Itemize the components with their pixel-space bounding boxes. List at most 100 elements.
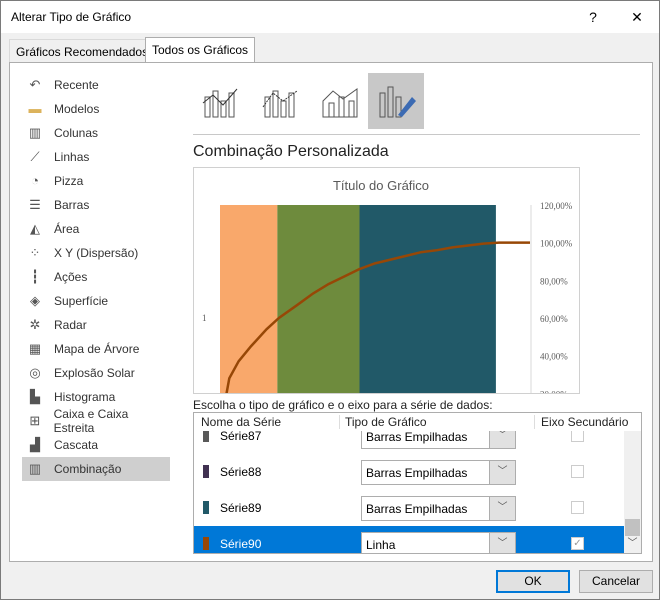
clustered-column-line-button[interactable] <box>193 73 249 129</box>
chevron-down-icon[interactable]: ﹀ <box>489 533 515 553</box>
chart-type-value: Barras Empilhadas <box>366 430 468 444</box>
sidebar-item[interactable]: ⁘ X Y (Dispersão) <box>22 241 170 265</box>
sidebar-item[interactable]: ▟ Cascata <box>22 433 170 457</box>
tab-all-charts[interactable]: Todos os Gráficos <box>145 37 256 63</box>
secondary-axis-checkbox[interactable] <box>571 501 584 514</box>
series-grid: Nome da Série Tipo de Gráfico Eixo Secun… <box>193 412 642 554</box>
y-right-tick: 20,00% <box>540 389 568 393</box>
combo-column-line-secondary-icon <box>262 90 298 118</box>
sidebar-item[interactable]: ◈ Superfície <box>22 289 170 313</box>
series-row[interactable]: Série88 Barras Empilhadas ﹀ <box>194 454 625 490</box>
series-row[interactable]: Série89 Barras Empilhadas ﹀ <box>194 490 625 526</box>
chart-type-value: Barras Empilhadas <box>366 466 468 480</box>
area-column-button[interactable] <box>313 73 369 129</box>
title-bar: Alterar Tipo de Gráfico ? ✕ <box>1 1 659 33</box>
sidebar-item[interactable]: ✲ Radar <box>22 313 170 337</box>
series-prompt: Escolha o tipo de gráfico e o eixo para … <box>193 398 493 412</box>
sidebar-item-label: Radar <box>54 318 87 332</box>
chevron-down-icon[interactable]: ﹀ <box>489 461 515 484</box>
sidebar-item[interactable]: ⊞ Caixa e Caixa Estreita <box>22 407 170 435</box>
sidebar-item[interactable]: ┇ Ações <box>22 265 170 289</box>
series-row[interactable]: Série90 Linha ﹀ ✓ <box>194 526 625 553</box>
series-name: Série88 <box>220 465 262 479</box>
chart-type-dropdown[interactable]: Linha ﹀ <box>361 532 516 553</box>
series-color-swatch <box>203 501 209 514</box>
chart-type-value: Barras Empilhadas <box>366 502 468 516</box>
stock-chart-icon: ┇ <box>31 269 39 284</box>
scatter-chart-icon: ⁘ <box>29 245 41 260</box>
dialog-title: Alterar Tipo de Gráfico <box>11 10 132 24</box>
sidebar-item-label: Histograma <box>54 390 116 404</box>
series-color-swatch <box>203 537 209 550</box>
bar-chart-icon: ☰ <box>29 197 41 212</box>
chart-preview: Título do Gráfico0,00%20,00%40,00%60,00%… <box>193 167 580 447</box>
sidebar-item[interactable]: ▬ Modelos <box>22 97 170 121</box>
scroll-down-icon[interactable]: ﹀ <box>627 538 638 549</box>
ok-button[interactable]: OK <box>496 570 570 593</box>
series-name: Série87 <box>220 429 262 443</box>
bar-segment <box>220 205 278 431</box>
sidebar-item-label: Superfície <box>54 294 109 308</box>
chart-category-list: ↶ Recente ▬ Modelos ▥ Colunas ⟋ Linhas ◔ Pizza ☰ Ba… <box>22 73 170 481</box>
series-color-swatch <box>203 429 209 442</box>
series-name: Série90 <box>220 537 262 551</box>
box-whisker-icon: ⊞ <box>29 413 41 428</box>
chart-type-dropdown[interactable]: Barras Empilhadas ﹀ <box>361 460 516 485</box>
sidebar-item[interactable]: ◭ Área <box>22 217 170 241</box>
pie-chart-icon: ◔ <box>31 173 39 188</box>
grid-header: Nome da Série Tipo de Gráfico Eixo Secun… <box>194 413 641 431</box>
waterfall-icon: ▟ <box>30 437 40 452</box>
sidebar-item-label: Cascata <box>54 438 99 452</box>
y-right-tick: 80,00% <box>540 276 568 286</box>
cancel-button[interactable]: Cancelar <box>579 570 653 593</box>
line-chart-icon: ⟋ <box>30 149 40 164</box>
sidebar-item[interactable]: ▙ Histograma <box>22 385 170 409</box>
chart-type-dropdown[interactable]: Barras Empilhadas ﹀ <box>361 496 516 521</box>
sidebar-item[interactable]: ▦ Mapa de Árvore <box>22 337 170 361</box>
y-right-tick: 120,00% <box>540 201 573 211</box>
sidebar-item[interactable]: ▥ Combinação <box>22 457 170 481</box>
sidebar-item[interactable]: ☰ Barras <box>22 193 170 217</box>
sidebar-item[interactable]: ↶ Recente <box>22 73 170 97</box>
chart-type-value: Linha <box>366 538 396 552</box>
folder-icon: ▬ <box>28 101 42 116</box>
custom-combo-pencil-icon <box>379 86 416 118</box>
sidebar-item[interactable]: ▥ Colunas <box>22 121 170 145</box>
section-heading: Combinação Personalizada <box>193 143 389 160</box>
sidebar-item-label: X Y (Dispersão) <box>54 246 139 260</box>
sidebar-item-label: Recente <box>54 78 99 92</box>
combo-column-line-icon <box>202 88 238 118</box>
help-button[interactable]: ? <box>589 9 597 25</box>
sidebar-item-label: Pizza <box>54 174 84 188</box>
chevron-down-icon[interactable]: ﹀ <box>489 497 515 520</box>
scroll-thumb[interactable] <box>625 519 640 536</box>
column-chart-icon: ▥ <box>28 125 42 140</box>
sidebar-item[interactable]: ⟋ Linhas <box>22 145 170 169</box>
combo-area-column-icon <box>322 88 358 118</box>
series-line <box>221 241 530 413</box>
combo-chart-icon: ▥ <box>28 461 42 476</box>
tab-panel: ↶ Recente ▬ Modelos ▥ Colunas ⟋ Linhas ◔ Pizza ☰ Ba… <box>9 62 653 562</box>
column-line-secondary-button[interactable] <box>253 73 309 129</box>
secondary-axis-checkbox[interactable] <box>571 465 584 478</box>
sidebar-item-label: Combinação <box>54 462 122 476</box>
sidebar-item-label: Ações <box>54 270 88 284</box>
divider <box>193 134 640 135</box>
treemap-icon: ▦ <box>28 341 42 356</box>
close-button[interactable]: ✕ <box>631 9 643 25</box>
sidebar-item[interactable]: ◔ Pizza <box>22 169 170 193</box>
y-right-tick: 100,00% <box>540 239 573 249</box>
grid-scrollbar[interactable]: ︿ ﹀ <box>624 413 641 553</box>
col-series-name: Nome da Série <box>201 415 282 429</box>
sidebar-item-label: Caixa e Caixa Estreita <box>53 407 129 435</box>
undo-icon: ↶ <box>29 77 41 92</box>
tab-recommended[interactable]: Gráficos Recomendados <box>9 39 156 63</box>
sidebar-item[interactable]: ◎ Explosão Solar <box>22 361 170 385</box>
y-left-tick: 1 <box>202 313 207 323</box>
series-color-swatch <box>203 465 209 478</box>
col-chart-type: Tipo de Gráfico <box>345 415 427 429</box>
sidebar-item-label: Mapa de Árvore <box>54 342 140 356</box>
custom-combo-button[interactable] <box>368 73 424 129</box>
secondary-axis-checkbox[interactable]: ✓ <box>571 537 584 550</box>
